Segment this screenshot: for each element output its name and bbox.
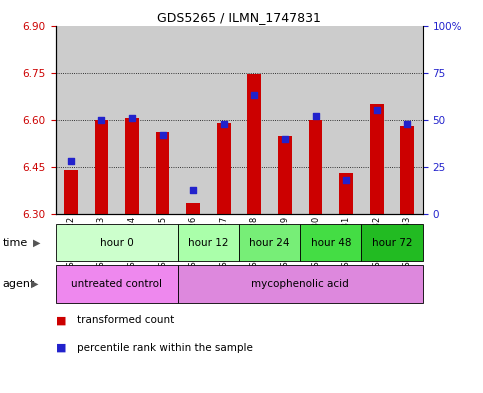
- Text: untreated control: untreated control: [71, 279, 162, 289]
- Bar: [331, 26, 361, 214]
- Bar: [86, 26, 117, 214]
- Bar: [56, 265, 178, 303]
- Bar: [56, 224, 178, 261]
- Text: agent: agent: [2, 279, 35, 289]
- Bar: [309, 120, 323, 214]
- Bar: [178, 26, 209, 214]
- Bar: [370, 104, 384, 214]
- Bar: [117, 26, 147, 214]
- Bar: [361, 26, 392, 214]
- Bar: [300, 26, 331, 214]
- Text: percentile rank within the sample: percentile rank within the sample: [77, 343, 253, 353]
- Bar: [247, 74, 261, 214]
- Bar: [239, 26, 270, 214]
- Bar: [95, 120, 108, 214]
- Point: [189, 187, 197, 193]
- Bar: [278, 136, 292, 214]
- Point: [312, 113, 319, 119]
- Point: [373, 107, 381, 114]
- Point: [67, 158, 75, 165]
- Text: mycophenolic acid: mycophenolic acid: [251, 279, 349, 289]
- Text: ■: ■: [56, 315, 66, 325]
- Bar: [178, 265, 423, 303]
- Bar: [64, 170, 78, 214]
- Point: [403, 121, 411, 127]
- Bar: [300, 224, 361, 261]
- Text: ▶: ▶: [31, 279, 39, 289]
- Bar: [186, 203, 200, 214]
- Bar: [178, 224, 239, 261]
- Point: [342, 177, 350, 184]
- Point: [220, 121, 227, 127]
- Bar: [392, 26, 423, 214]
- Text: hour 48: hour 48: [311, 238, 351, 248]
- Point: [251, 92, 258, 99]
- Bar: [400, 126, 414, 214]
- Title: GDS5265 / ILMN_1747831: GDS5265 / ILMN_1747831: [157, 11, 321, 24]
- Bar: [56, 26, 86, 214]
- Text: transformed count: transformed count: [77, 315, 174, 325]
- Bar: [209, 26, 239, 214]
- Point: [128, 115, 136, 121]
- Bar: [339, 173, 353, 214]
- Bar: [239, 224, 300, 261]
- Bar: [125, 118, 139, 214]
- Bar: [270, 26, 300, 214]
- Point: [98, 117, 105, 123]
- Point: [159, 132, 167, 138]
- Bar: [217, 123, 231, 214]
- Text: ▶: ▶: [33, 238, 41, 248]
- Text: hour 24: hour 24: [249, 238, 290, 248]
- Bar: [361, 224, 423, 261]
- Text: hour 72: hour 72: [372, 238, 412, 248]
- Bar: [147, 26, 178, 214]
- Text: hour 0: hour 0: [100, 238, 134, 248]
- Bar: [156, 132, 170, 214]
- Text: ■: ■: [56, 343, 66, 353]
- Text: time: time: [2, 238, 28, 248]
- Text: hour 12: hour 12: [188, 238, 229, 248]
- Point: [281, 136, 289, 142]
